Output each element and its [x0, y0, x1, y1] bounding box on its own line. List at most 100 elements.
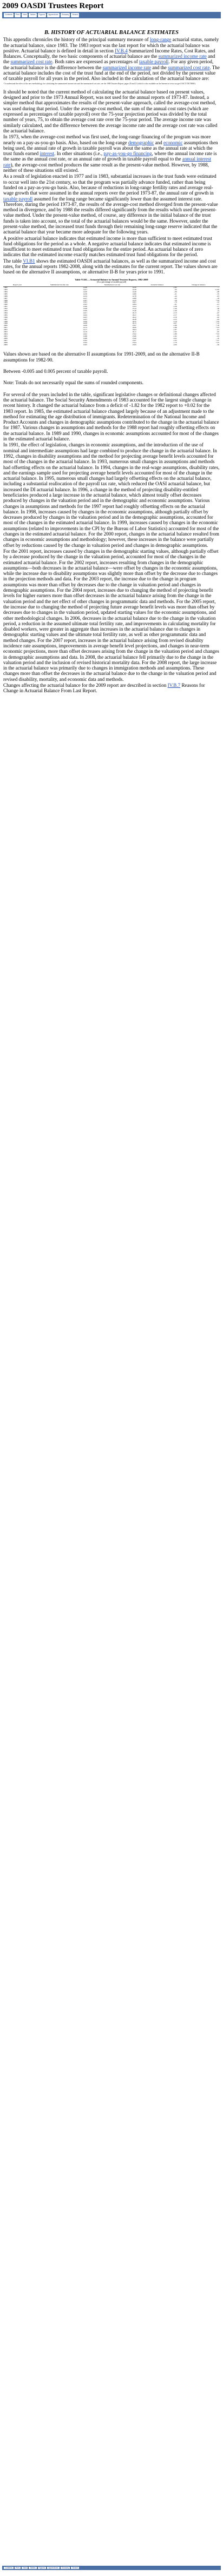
table-cell: -.30	[216, 343, 219, 346]
table-title: Table VI.B1.—Actuarial Balance in Annual…	[75, 278, 148, 281]
inline-link[interactable]: taxable payroll	[3, 196, 33, 202]
table-cell: -.62	[174, 297, 177, 299]
footer-nav-next-button[interactable]: Next	[22, 2567, 28, 2569]
inline-link[interactable]: taxable payroll	[139, 59, 169, 65]
table-cell: 16.11	[132, 331, 136, 333]
table-cell: -.03	[216, 295, 219, 297]
nav-contents-button[interactable]: Contents	[4, 13, 14, 17]
footer-nav-prev-button[interactable]: Prev	[15, 2567, 21, 2569]
inline-link[interactable]: pay-as-you-go financing	[103, 151, 152, 157]
table-cell: 1994	[4, 311, 8, 314]
paragraph: A positive actuarial balance indicates t…	[3, 235, 212, 258]
table-cell: 13.93	[83, 303, 87, 306]
table-cell: +.03	[215, 326, 219, 329]
table-cell: +.03	[215, 333, 219, 336]
table-column-header: Summarized income rate	[31, 284, 88, 287]
table-cell: 15.92	[132, 333, 136, 336]
inline-link[interactable]: economic	[163, 139, 183, 145]
section-heading: B. HISTORY OF ACTUARIAL BALANCE ESTIMATE…	[44, 30, 179, 36]
table-cell: 15.87	[132, 339, 136, 342]
inline-link[interactable]: VI.B1	[23, 258, 35, 264]
table-cell: 1998	[4, 320, 8, 323]
table-cell: 16.15	[132, 322, 136, 325]
table-cell: 1986	[4, 295, 8, 297]
table-cell: 1993	[4, 310, 8, 312]
table-cell: 13.96	[83, 305, 87, 308]
table-cell: 1991	[4, 305, 8, 308]
table-cell: -.04	[216, 313, 219, 316]
table-cell: -1.86	[173, 326, 177, 329]
inline-link[interactable]: annual interest rate	[3, 156, 212, 168]
footnote: ¹ To understand the effect of the new me…	[3, 82, 196, 85]
inline-link[interactable]: summarized cost rate	[10, 59, 53, 65]
inline-link[interactable]: demographic	[128, 139, 154, 145]
table-cell: 16.22	[132, 316, 136, 318]
table-cell: 2003	[4, 331, 8, 333]
table-cell: 14.61	[132, 301, 136, 304]
table-row: 2009 13.95 15.95 -2.00 -.30	[3, 344, 220, 346]
table-row: 2000 14.08 15.97 -1.89 +.18	[3, 324, 220, 327]
actuarial-balance-table: Table VI.B1.—Actuarial Balance in Annual…	[3, 278, 220, 346]
table-cell: -.38	[216, 307, 219, 310]
document-body: B. HISTORY OF ACTUARIAL BALANCE ESTIMATE…	[0, 30, 223, 694]
table-cell: -.04	[216, 318, 219, 320]
table-cell: 15.44	[132, 307, 136, 310]
table-cell: 14.39	[83, 292, 87, 295]
table-cell: -1.08	[173, 305, 177, 308]
table-row: 2001 14.14 16.00 -1.86 +.03	[3, 326, 220, 329]
table-cell: —	[217, 286, 219, 289]
table-row: 1984 14.40 14.46 -.06 -.08	[3, 291, 220, 293]
table-row: 1998 14.06 16.25 -2.19 +.04	[3, 320, 220, 323]
table-cell: 2005	[4, 334, 8, 337]
footer-nav-tables-button[interactable]: Tables	[29, 2567, 37, 2569]
table-cell: 13.91	[83, 301, 87, 304]
inline-link[interactable]: IV.B.4	[115, 48, 128, 53]
footer-nav-glossary-button[interactable]: Glossary	[60, 2567, 70, 2569]
table-cell: -.21	[216, 303, 219, 306]
nav-next-button[interactable]: Next	[22, 13, 28, 17]
table-column-header: Report year	[3, 284, 31, 287]
table-row: 1997 14.05 16.28 -2.23 -.04	[3, 318, 220, 321]
inline-link[interactable]: summarized cost rate	[168, 64, 210, 70]
footer-nav-appendices-button[interactable]: Appendices	[47, 2567, 60, 2569]
table-cell: -.35	[216, 292, 219, 295]
footer-nav-figures-button[interactable]: Figures	[37, 2567, 47, 2569]
table-cell: 1999	[4, 322, 8, 325]
inline-link[interactable]: interest	[40, 151, 55, 157]
table-cell: -.02	[216, 316, 219, 318]
table-cell: -1.70	[173, 341, 177, 344]
table-row: 2003 14.19 16.11 -1.92 -.05	[3, 331, 220, 333]
table-cell: +.12	[215, 322, 219, 325]
inline-link[interactable]: long-range	[149, 37, 172, 43]
nav-tables-button[interactable]: Tables	[29, 13, 37, 17]
table-row: 1986 14.34 14.78 -.44 -.03	[3, 295, 220, 298]
table-row: 2007 13.92 15.87 -1.95 +.07	[3, 339, 220, 342]
table-cell: -.41	[174, 292, 177, 295]
table-cell: -1.87	[173, 329, 177, 331]
footer-nav-contents-button[interactable]: Contents	[4, 2567, 14, 2569]
table-cell: 1990	[4, 303, 8, 306]
nav-glossary-button[interactable]: Glossary	[60, 13, 70, 17]
table-cell: 14.05	[83, 318, 87, 320]
nav-prev-button[interactable]: Prev	[15, 13, 21, 17]
paragraph: In 1973, when the average-cost method wa…	[3, 134, 218, 173]
table-row: 1985 14.39 14.80 -.41 -.35	[3, 293, 220, 296]
nav-search-button[interactable]: Search	[71, 13, 80, 17]
inline-link[interactable]: summarized income rate	[158, 53, 207, 59]
nav-figures-button[interactable]: Figures	[37, 13, 47, 17]
table-cell: -.17	[216, 305, 219, 308]
table-column-header: Summarized cost rate	[87, 284, 137, 287]
table-cell: 15.95	[132, 343, 136, 346]
paragraph: It should be noted that the current meth…	[3, 89, 218, 133]
table-row: 1996 14.03 16.22 -2.19 -.02	[3, 316, 220, 319]
table-cell: +1.84	[215, 288, 219, 291]
table-row: 1989 13.91 14.61 -.70 -.12	[3, 302, 220, 304]
inline-link[interactable]: summarized income rate	[102, 64, 152, 70]
table-cell: 2002	[4, 329, 8, 331]
inline-link[interactable]: IV.B.7	[167, 683, 181, 688]
nav-appendices-button[interactable]: Appendices	[47, 13, 60, 17]
table-cell: -2.17	[173, 313, 177, 316]
footer-nav-search-button[interactable]: Search	[71, 2567, 80, 2569]
table-cell: 14.02	[83, 333, 87, 336]
table-cell: 16.25	[132, 320, 136, 323]
